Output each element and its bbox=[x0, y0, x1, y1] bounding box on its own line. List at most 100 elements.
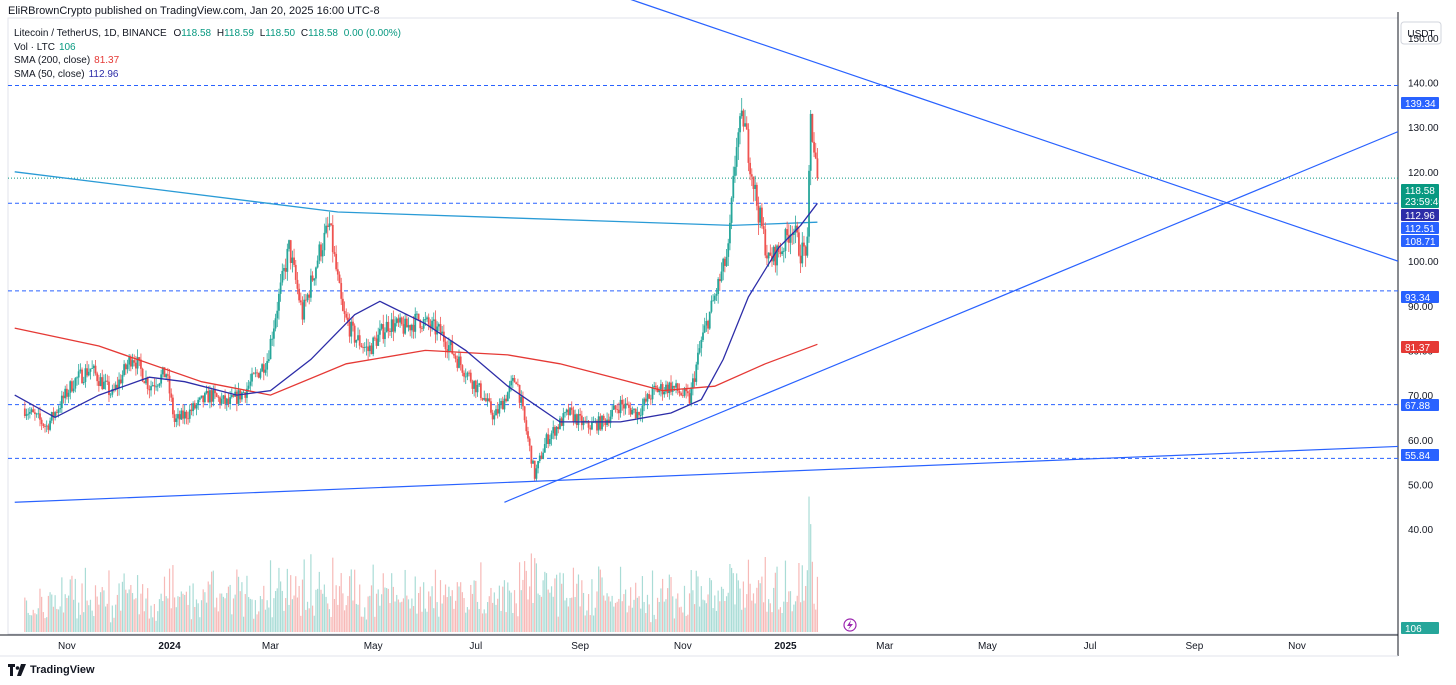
volume-bar bbox=[83, 612, 85, 632]
volume-bar bbox=[439, 580, 442, 632]
x-tick-label: 2024 bbox=[158, 641, 181, 652]
candlestick-series[interactable] bbox=[23, 97, 819, 482]
candle-body bbox=[288, 240, 290, 249]
candle-body bbox=[372, 337, 375, 355]
candle-body bbox=[352, 321, 354, 326]
candle-body bbox=[626, 403, 629, 405]
volume-bar bbox=[495, 604, 497, 632]
volume-bar bbox=[677, 593, 679, 632]
candle-body bbox=[525, 420, 528, 432]
candle-body bbox=[379, 328, 381, 335]
legend-sma50-row[interactable]: SMA (50, close) 112.96 bbox=[14, 68, 401, 82]
x-tick-label: May bbox=[978, 641, 997, 652]
volume-bar bbox=[648, 604, 650, 632]
candle-body bbox=[389, 331, 391, 333]
volume-bar bbox=[266, 600, 268, 632]
trendline[interactable] bbox=[14, 445, 1399, 503]
candle-body bbox=[116, 384, 119, 389]
volume-bar bbox=[242, 616, 245, 632]
candle-body bbox=[200, 395, 203, 398]
volume-bar bbox=[362, 616, 364, 632]
candle-body bbox=[35, 413, 38, 415]
candle-body bbox=[301, 302, 304, 320]
candle-body bbox=[801, 242, 804, 264]
events-bolt-icon[interactable] bbox=[843, 618, 857, 632]
volume-bar bbox=[552, 596, 554, 632]
volume-bar bbox=[347, 595, 349, 632]
candle-body bbox=[82, 381, 85, 384]
legend-volume-row[interactable]: Vol · LTC 106 bbox=[14, 41, 401, 55]
candle-body bbox=[426, 317, 428, 320]
candle-body bbox=[328, 223, 331, 227]
candle-body bbox=[649, 398, 652, 400]
candle-body bbox=[449, 341, 452, 346]
volume-bar bbox=[34, 613, 36, 632]
candle-body bbox=[685, 388, 688, 392]
sma200-line[interactable] bbox=[14, 327, 818, 396]
candle-body bbox=[353, 325, 356, 343]
volume-bar bbox=[465, 612, 467, 632]
volume-bar bbox=[320, 589, 322, 632]
candle-body bbox=[506, 392, 509, 402]
volume-bar bbox=[332, 557, 334, 632]
trendline[interactable] bbox=[504, 131, 1399, 503]
volume-bar bbox=[407, 599, 410, 632]
candle-body bbox=[190, 409, 193, 412]
x-tick-label: May bbox=[364, 641, 383, 652]
candle-body bbox=[335, 253, 338, 270]
sma50-line[interactable] bbox=[14, 202, 818, 423]
volume-bar bbox=[222, 596, 224, 632]
volume-bar bbox=[76, 618, 78, 632]
volume-bar bbox=[572, 567, 575, 632]
currency-badge[interactable]: USDT bbox=[1400, 21, 1442, 45]
volume-bar bbox=[478, 608, 480, 632]
candle-body bbox=[676, 383, 679, 392]
candle-body bbox=[177, 414, 179, 419]
volume-bar bbox=[212, 570, 214, 632]
volume-bar bbox=[781, 613, 783, 632]
candle-body bbox=[380, 324, 383, 329]
volume-bar bbox=[769, 603, 771, 632]
x-tick-label: Nov bbox=[58, 641, 76, 652]
volume-bar bbox=[811, 561, 813, 632]
volume-bar bbox=[520, 590, 522, 632]
x-tick-label: Jul bbox=[469, 641, 482, 652]
volume-bar bbox=[69, 579, 71, 632]
candle-body bbox=[522, 396, 524, 407]
candle-body bbox=[284, 268, 287, 272]
volume-bar bbox=[165, 596, 167, 632]
candle-body bbox=[338, 274, 341, 284]
symbol-name[interactable]: Litecoin / TetherUS, 1D, BINANCE bbox=[14, 28, 167, 39]
candle-body bbox=[299, 300, 302, 303]
candle-body bbox=[325, 225, 327, 233]
volume-bar bbox=[424, 608, 426, 632]
volume-bar bbox=[545, 573, 548, 632]
volume-bar bbox=[177, 596, 179, 632]
volume-bar bbox=[342, 593, 344, 632]
price-tag: 112.96 bbox=[1401, 209, 1439, 222]
tradingview-logo[interactable]: TradingView bbox=[8, 664, 95, 676]
volume-bar bbox=[771, 612, 773, 632]
candle-body bbox=[54, 412, 57, 418]
volume-bar bbox=[794, 601, 797, 632]
candle-body bbox=[437, 324, 440, 327]
candle-body bbox=[587, 420, 590, 428]
volume-bar bbox=[547, 589, 549, 632]
volume-bar bbox=[419, 586, 421, 632]
sma-long-line[interactable] bbox=[14, 171, 818, 227]
volume-bar bbox=[720, 586, 723, 632]
candle-body bbox=[628, 404, 630, 408]
candle-body bbox=[806, 236, 809, 256]
candle-body bbox=[262, 364, 265, 373]
volume-bar bbox=[148, 618, 150, 632]
candle-body bbox=[108, 381, 110, 395]
candle-body bbox=[436, 326, 439, 335]
candle-body bbox=[72, 388, 75, 392]
volume-bar bbox=[483, 609, 485, 632]
candle-body bbox=[96, 373, 99, 382]
legend-sma200-row[interactable]: SMA (200, close) 81.37 bbox=[14, 54, 401, 68]
volume-bar bbox=[564, 600, 566, 632]
trendline[interactable] bbox=[560, 0, 1399, 262]
volume-bar bbox=[673, 618, 675, 632]
